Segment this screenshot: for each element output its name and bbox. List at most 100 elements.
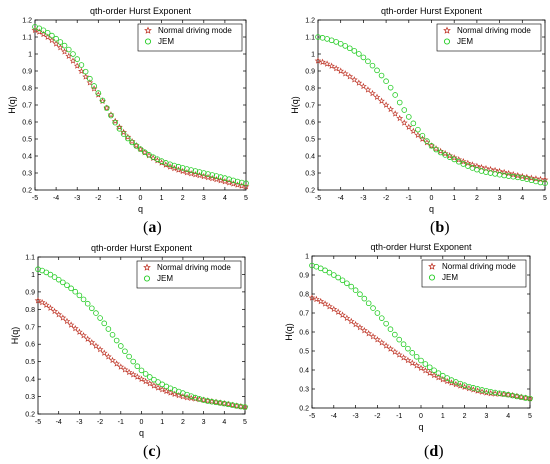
x-tick-label: 2 [475,195,479,202]
data-point-star [430,371,438,379]
data-point-circle [419,132,426,139]
data-point-circle [146,152,152,158]
x-tick-label: 4 [506,413,510,420]
y-tick-label: 0.9 [299,273,309,280]
data-point-circle [383,320,389,327]
data-point-star [382,101,390,108]
data-point-star [84,335,92,342]
y-tick-label: 0.4 [299,368,309,375]
x-tick-label: 5 [243,419,247,426]
x-tick-label: 0 [140,419,144,426]
data-point-circle [361,295,368,302]
panel-label-letter: d [429,443,438,460]
data-point-star [321,300,329,307]
x-tick-label: -1 [406,195,412,202]
data-point-circle [125,135,131,142]
data-point-star [105,353,112,360]
data-point-circle [360,54,367,61]
data-point-circle [146,374,153,380]
legend-box [421,259,527,288]
data-point-circle [413,353,420,360]
data-point-star [334,308,342,315]
data-point-circle [68,285,74,292]
data-point-circle [142,371,149,377]
data-point-star [330,305,338,313]
data-point-circle [55,276,62,283]
y-tick-label: 0.2 [22,188,32,195]
y-tick-label: 0.5 [305,137,315,144]
data-point-circle [95,90,102,96]
panel-label-open: ( [143,219,148,236]
y-tick-label: 1.2 [22,18,32,25]
panel-label: (d) [424,443,444,460]
data-point-star [373,93,381,100]
data-point-star [350,76,358,83]
data-point-star [382,342,390,349]
x-tick-label: 1 [160,195,164,202]
y-axis-label: H(q) [7,96,17,114]
y-axis-label: H(q) [284,323,294,341]
data-point-star [343,314,351,321]
panel-label: (c) [143,443,161,460]
data-point-star [120,128,127,136]
x-tick-label: 1 [452,195,456,202]
y-tick-label: 0.3 [305,171,315,178]
data-point-star [137,145,144,153]
y-tick-label: 1 [311,52,315,59]
data-point-star [86,79,94,86]
panel-label-close: ) [438,443,443,460]
data-point-star [413,362,420,369]
data-point-star [117,363,125,370]
data-point-circle [418,357,424,364]
data-point-circle [49,32,55,39]
data-point-star [71,324,79,332]
data-point-circle [118,343,124,349]
data-point-circle [433,146,439,153]
y-tick-label: 0.5 [22,137,32,144]
x-tick-label: 2 [181,195,185,202]
data-point-circle [346,45,353,52]
data-point-circle [64,282,70,289]
y-tick-label: 0.3 [299,387,309,394]
data-point-star [387,345,394,352]
data-point-circle [357,291,363,298]
data-point-circle [383,78,389,84]
data-point-star [319,58,326,65]
legend: Normal driving mode JEM [421,259,527,288]
y-tick-label: 0.9 [25,289,35,296]
data-point-circle [72,288,79,295]
data-point-star [419,135,426,142]
y-tick-label: 0.4 [305,154,315,161]
data-point-star [404,356,412,364]
data-point-circle [229,402,236,408]
x-tick-label: -2 [97,419,103,426]
data-point-star [82,73,89,80]
data-point-star [80,331,87,339]
data-point-circle [428,143,435,149]
data-point-circle [542,180,548,187]
data-point-circle [84,300,91,307]
data-point-circle [78,62,85,68]
y-tick-label: 1 [28,52,32,59]
chart-title: qth-order Hurst Exponent [90,6,192,16]
panel-label-open: ( [143,443,148,460]
data-point-circle [225,401,232,408]
data-point-star [369,333,377,340]
x-tick-label: -4 [53,195,59,202]
data-point-star [374,336,381,343]
y-tick-label: 1 [305,254,309,261]
data-point-circle [326,269,333,276]
data-point-star [100,349,108,356]
data-point-circle [374,67,380,74]
data-point-star [146,380,154,387]
data-point-star [317,297,325,305]
data-point-circle [233,403,240,409]
x-tick-label: 5 [528,413,532,420]
panel-label-open: ( [424,443,429,460]
x-tick-label: -5 [309,413,315,420]
data-point-circle [378,315,385,321]
data-point-circle [339,277,346,284]
data-point-star [138,375,145,382]
y-tick-label: 0.6 [299,330,309,337]
y-tick-label: 1.1 [22,35,32,42]
